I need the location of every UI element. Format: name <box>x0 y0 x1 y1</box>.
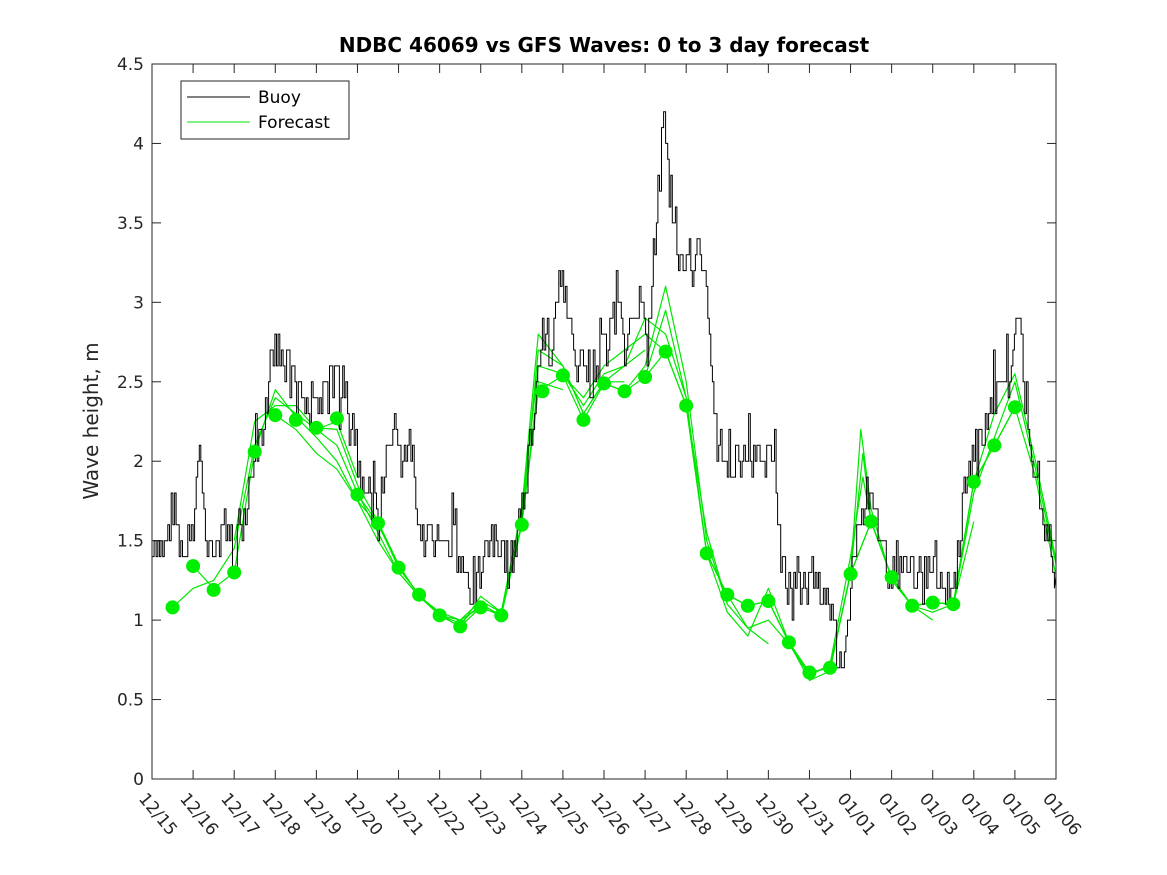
y-tick-label: 1.5 <box>117 532 144 552</box>
forecast-marker-4 <box>247 444 262 459</box>
forecast-marker-15 <box>473 600 488 615</box>
x-axis-ticks <box>151 64 1057 779</box>
y-tick-label: 4 <box>133 134 144 154</box>
legend-box <box>180 80 350 140</box>
forecast-marker-30 <box>781 635 796 650</box>
buoy-series <box>152 111 1057 669</box>
forecast-marker-29 <box>761 594 776 609</box>
legend-forecast-label: Forecast <box>258 113 330 133</box>
forecast-marker-22 <box>617 384 632 399</box>
plot-area <box>152 64 1056 779</box>
forecast-marker-8 <box>329 411 344 426</box>
legend: Buoy Forecast <box>180 80 350 140</box>
forecast-marker-20 <box>576 412 591 427</box>
buoy-line <box>152 111 1057 669</box>
forecast-marker-0 <box>165 600 180 615</box>
forecast-marker-18 <box>535 384 550 399</box>
forecast-marker-16 <box>494 608 509 623</box>
y-axis-label: Wave height, m <box>79 342 103 499</box>
forecast-markers <box>165 344 1022 680</box>
forecast-marker-10 <box>371 516 385 531</box>
forecast-marker-23 <box>638 370 653 385</box>
forecast-marker-36 <box>905 598 920 613</box>
forecast-marker-27 <box>720 587 735 602</box>
forecast-marker-38 <box>946 597 961 612</box>
forecast-marker-11 <box>391 560 406 575</box>
forecast-marker-33 <box>843 567 858 582</box>
forecast-marker-7 <box>309 420 324 435</box>
forecast-marker-28 <box>740 598 755 613</box>
forecast-marker-39 <box>966 474 981 489</box>
forecast-marker-21 <box>597 376 611 391</box>
y-tick-label: 0.5 <box>117 691 144 711</box>
y-tick-label: 0 <box>133 770 144 790</box>
y-tick-label: 4.5 <box>117 55 144 75</box>
chart-title: NDBC 46069 vs GFS Waves: 0 to 3 day fore… <box>339 33 870 57</box>
plot-frame <box>151 63 1057 780</box>
legend-buoy-label: Buoy <box>258 88 301 108</box>
forecast-marker-6 <box>288 412 303 427</box>
forecast-marker-12 <box>412 587 427 602</box>
forecast-marker-9 <box>350 487 365 502</box>
forecast-marker-17 <box>514 517 529 532</box>
forecast-marker-37 <box>925 595 940 610</box>
forecast-marker-3 <box>227 565 242 580</box>
forecast-marker-13 <box>432 608 447 623</box>
forecast-marker-26 <box>699 546 714 561</box>
y-tick-label: 2 <box>133 452 144 472</box>
forecast-marker-2 <box>206 582 221 597</box>
forecast-marker-31 <box>802 665 817 680</box>
forecast-marker-24 <box>658 344 673 359</box>
y-tick-label: 3 <box>133 293 144 313</box>
forecast-marker-40 <box>987 438 1002 453</box>
forecast-run-11 <box>603 285 811 677</box>
forecast-marker-35 <box>884 570 899 585</box>
forecast-marker-19 <box>555 368 570 383</box>
forecast-marker-34 <box>864 514 879 529</box>
forecast-marker-25 <box>679 398 694 413</box>
forecast-marker-5 <box>268 408 283 423</box>
forecast-marker-14 <box>453 619 468 634</box>
y-axis-tick-labels: 0 0.5 1 1.5 2 2.5 3 3.5 4 4.5 <box>117 55 144 790</box>
y-tick-label: 3.5 <box>117 214 144 234</box>
forecast-run-12 <box>644 309 852 682</box>
y-tick-label: 2.5 <box>117 373 144 393</box>
forecast-marker-1 <box>186 559 201 574</box>
forecast-marker-32 <box>823 660 837 675</box>
forecast-marker-41 <box>1007 400 1022 415</box>
y-tick-label: 1 <box>133 611 144 631</box>
